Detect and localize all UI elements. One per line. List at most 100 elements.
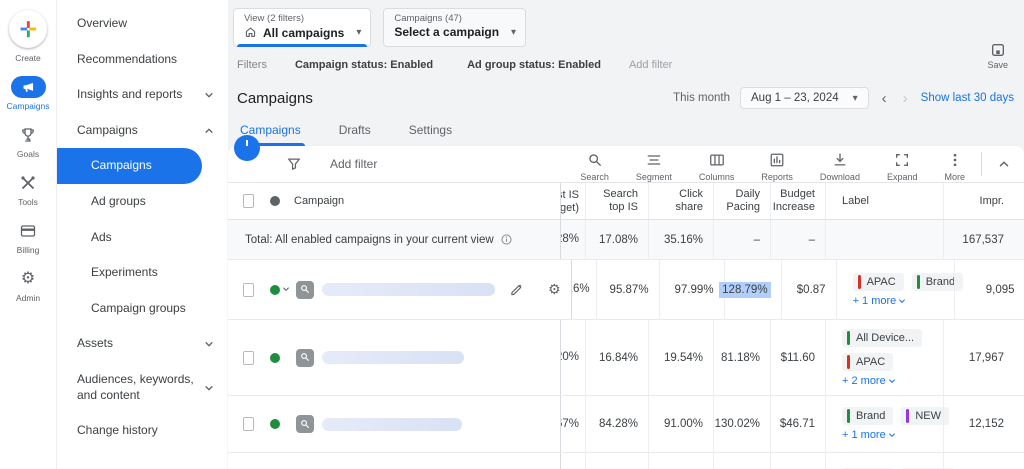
search-campaign-icon — [296, 415, 314, 433]
label-chip[interactable]: NEW — [901, 407, 950, 425]
campaign-picker[interactable]: Campaigns (47) Select a campaign ▾ — [383, 8, 527, 47]
edit-pencil-icon[interactable] — [509, 282, 524, 297]
campaign-cell[interactable] — [294, 453, 560, 469]
rail-item-tools[interactable]: Tools — [18, 172, 38, 207]
next-period-button[interactable]: › — [902, 89, 908, 107]
campaign-picker-eyebrow: Campaigns (47) — [394, 13, 462, 24]
status-dot-enabled[interactable] — [264, 396, 294, 452]
campaign-cell[interactable] — [294, 320, 560, 395]
status-dot-enabled[interactable] — [264, 320, 294, 395]
settings-gear-icon[interactable]: ⚙ — [548, 281, 561, 297]
row-checkbox[interactable] — [228, 453, 264, 469]
column-header-pacing[interactable]: Daily Pacing — [713, 183, 770, 219]
sidebar-item-experiments[interactable]: Experiments — [57, 255, 228, 291]
column-header-topis[interactable]: Search top IS — [585, 183, 648, 219]
sidebar-item-ad-groups[interactable]: Ad groups — [57, 184, 228, 220]
info-icon[interactable] — [500, 233, 513, 246]
sidebar-item-change-history[interactable]: Change history — [57, 413, 228, 449]
row-checkbox[interactable] — [228, 320, 264, 395]
filter-chip[interactable]: Campaign status: Enabled — [294, 59, 434, 71]
chevron-down-icon: ▾ — [356, 27, 362, 38]
sidebar-item-insights-and-reports[interactable]: Insights and reports — [57, 77, 228, 113]
toolbar-action-label: Columns — [698, 171, 735, 182]
view-picker[interactable]: View (2 filters) All campaigns ▾ — [233, 8, 372, 47]
sidebar-item-label: Assets — [77, 336, 114, 351]
search-button[interactable]: Search — [580, 150, 609, 182]
column-header-label[interactable]: Label — [825, 183, 943, 219]
campaign-cell[interactable]: ⚙ — [294, 260, 571, 319]
label-chip[interactable]: Brand — [911, 272, 964, 291]
table-row[interactable]: ⚙ 1.16%95.87%97.99%128.79%$0.87 APAC Brand +… — [228, 260, 1024, 320]
label-chip[interactable]: All Device... — [842, 328, 923, 347]
sidebar-item-campaigns[interactable]: Campaigns — [57, 148, 202, 184]
filter-funnel-icon[interactable] — [286, 156, 302, 172]
column-header-impr[interactable]: Impr. — [943, 183, 1024, 219]
tab-settings[interactable]: Settings — [408, 123, 453, 137]
status-dot-enabled[interactable] — [264, 260, 294, 319]
cell-impressions: 12,152 — [943, 396, 1024, 452]
more-button[interactable]: More — [944, 150, 965, 182]
status-filter-dot[interactable] — [264, 183, 294, 219]
filters-label: Filters — [237, 59, 267, 71]
cell-click-share: 97.99% — [658, 260, 724, 319]
sidebar-item-ads[interactable]: Ads — [57, 220, 228, 256]
label-chip[interactable]: Brand — [842, 407, 894, 425]
rail-item-label: Goals — [16, 149, 40, 159]
add-filter-link[interactable]: Add filter — [628, 59, 673, 71]
add-filter-button[interactable]: Add filter — [330, 157, 378, 171]
sidebar-item-label: Ads — [91, 229, 112, 244]
rail-item-admin[interactable]: ⚙ Admin — [16, 268, 40, 304]
tab-campaigns[interactable]: Campaigns — [236, 123, 305, 146]
label-chip[interactable]: APAC — [852, 272, 904, 291]
select-all-checkbox[interactable] — [228, 183, 264, 219]
sidebar-item-campaign-groups[interactable]: Campaign groups — [57, 291, 228, 327]
column-header-click[interactable]: Click share — [648, 183, 713, 219]
row-checkbox[interactable] — [228, 260, 264, 319]
label-chip[interactable]: Brand — [842, 467, 894, 469]
download-button[interactable]: Download — [820, 150, 860, 182]
show-last-30-days-link[interactable]: Show last 30 days — [920, 92, 1014, 104]
label-color-bar — [916, 274, 920, 289]
status-caret-icon — [282, 284, 290, 296]
tab-drafts[interactable]: Drafts — [338, 123, 371, 137]
column-header-lostis[interactable]: Search lost IS(budget) — [560, 183, 585, 219]
date-context-label: This month — [673, 92, 731, 104]
label-chip[interactable]: EMEA — [901, 467, 955, 469]
cell-daily-pacing: 128.79% — [719, 260, 781, 319]
previous-period-button[interactable]: ‹ — [881, 89, 887, 107]
column-header-budget[interactable]: Budget Increase — [770, 183, 825, 219]
date-range-picker[interactable]: Aug 1 – 23, 2024 ▾ — [740, 87, 869, 109]
rail-item-goals[interactable]: Goals — [17, 124, 39, 159]
label-chip[interactable]: APAC — [842, 352, 894, 371]
campaign-name-redacted — [322, 283, 495, 296]
sidebar-item-campaigns[interactable]: Campaigns — [57, 113, 228, 149]
total-budget-increase: – — [770, 220, 825, 259]
save-button[interactable]: Save — [987, 42, 1008, 70]
status-dot-enabled[interactable] — [264, 453, 294, 469]
reports-button[interactable]: Reports — [761, 150, 793, 182]
more-labels-link[interactable]: + 1 more — [842, 429, 896, 441]
row-checkbox[interactable] — [228, 396, 264, 452]
campaign-cell[interactable] — [294, 396, 560, 452]
rail-item-create[interactable]: Create — [9, 10, 47, 63]
column-header-campaign[interactable]: Campaign — [294, 194, 345, 207]
more-labels-link[interactable]: + 1 more — [853, 295, 907, 307]
sidebar-item-assets[interactable]: Assets — [57, 326, 228, 362]
more-icon — [947, 152, 963, 170]
columns-button[interactable]: Columns — [698, 150, 735, 182]
sidebar-item-overview[interactable]: Overview — [57, 6, 228, 42]
cell-budget-increase: $11.60 — [770, 320, 825, 395]
notification-badge[interactable] — [234, 135, 260, 161]
rail-item-billing[interactable]: Billing — [17, 220, 39, 255]
segment-button[interactable]: Segment — [636, 150, 672, 182]
filter-chip[interactable]: Ad group status: Enabled — [467, 59, 601, 71]
sidebar-item-recommendations[interactable]: Recommendations — [57, 42, 228, 78]
sidebar-item-audiences-keywords-and-content[interactable]: Audiences, keywords, and content — [57, 362, 228, 413]
table-row[interactable]: 2.27%68.75%74.57%127.42%$11.13BrandEMEA+… — [228, 453, 1024, 469]
more-labels-link[interactable]: + 2 more — [842, 375, 896, 387]
table-row[interactable]: 4.67%84.28%91.00%130.02%$46.71 Brand NEW + … — [228, 396, 1024, 453]
rail-item-campaigns[interactable]: Campaigns — [7, 76, 50, 111]
collapse-toolbar-icon[interactable] — [996, 156, 1024, 172]
expand-button[interactable]: Expand — [887, 150, 917, 182]
